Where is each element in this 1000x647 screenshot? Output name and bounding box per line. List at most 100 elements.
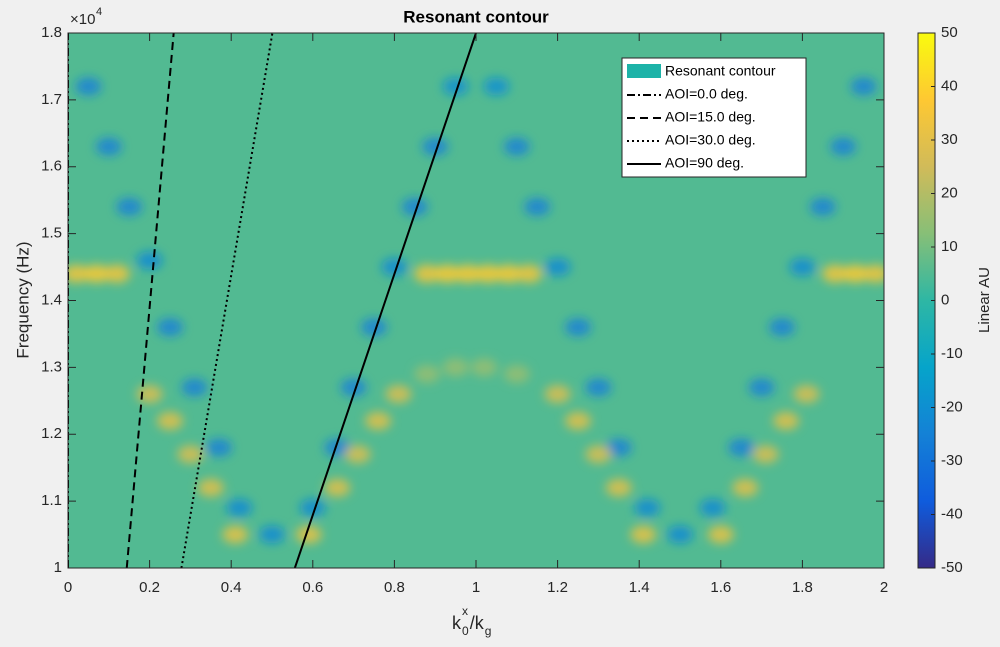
y-tick-label: 1.5 <box>41 225 62 242</box>
heatmap-spot <box>585 445 612 464</box>
heatmap-spot <box>630 525 657 544</box>
heatmap-spot <box>95 137 122 156</box>
heatmap-spot <box>862 264 884 283</box>
heatmap-spot <box>789 258 816 277</box>
heatmap-spot <box>524 197 551 216</box>
heatmap-spot <box>414 365 441 384</box>
y-tick-label: 1.6 <box>41 158 62 175</box>
colorbar-tick-label: 50 <box>941 24 958 41</box>
heatmap-spot <box>222 525 249 544</box>
legend-label: AOI=0.0 deg. <box>665 86 748 102</box>
heatmap-spot <box>585 378 612 397</box>
heatmap-spot <box>299 498 326 517</box>
colorbar-tick-label: 10 <box>941 238 958 255</box>
y-axis-label: Frequency (Hz) <box>13 241 32 358</box>
colorbar-tick-label: -40 <box>941 505 963 522</box>
heatmap-spot <box>226 498 253 517</box>
heatmap-spot <box>842 264 869 283</box>
heatmap-spot <box>401 197 428 216</box>
heatmap-spot <box>634 498 661 517</box>
heatmap-spot <box>809 197 836 216</box>
heatmap-spot <box>773 411 800 430</box>
heatmap-spot <box>503 365 530 384</box>
y-tick-label: 1.2 <box>41 425 62 442</box>
x-tick-label: 1 <box>472 579 480 596</box>
colorbar-label: Linear AU <box>976 267 993 333</box>
heatmap-spot <box>728 438 755 457</box>
x-tick-label: 1.8 <box>792 579 813 596</box>
heatmap-spot <box>793 385 820 404</box>
x-tick-label: 0 <box>64 579 72 596</box>
series-line <box>125 33 175 568</box>
colorbar-tick-label: 40 <box>941 77 958 94</box>
heatmap-spot <box>340 378 367 397</box>
colorbar-tick-label: -50 <box>941 559 963 576</box>
heatmap-spot <box>667 525 693 544</box>
heatmap-spot <box>205 438 232 457</box>
y-multiplier-exponent: 4 <box>96 6 102 18</box>
heatmap-spot <box>503 137 530 156</box>
heatmap-spot <box>850 77 877 96</box>
heatmap-spot <box>414 264 441 283</box>
heatmap-spots <box>68 77 884 544</box>
heatmap-spot <box>385 385 412 404</box>
heatmap-spot <box>442 77 469 96</box>
x-tick-label: 1.4 <box>629 579 650 596</box>
heatmap-spot <box>605 438 632 457</box>
heatmap-spot <box>75 77 102 96</box>
y-tick-label: 1.8 <box>41 24 62 41</box>
heatmap-spot <box>422 137 449 156</box>
heatmap-spot <box>830 137 857 156</box>
x-tick-label: 0.2 <box>139 579 160 596</box>
colorbar-tick-label: -20 <box>941 398 963 415</box>
heatmap-spot <box>324 438 351 457</box>
x-tick-label: 2 <box>880 579 888 596</box>
heatmap-spot <box>475 264 502 283</box>
x-axis-label: /k <box>470 613 485 633</box>
heatmap-spot <box>181 378 208 397</box>
y-tick-label: 1.1 <box>41 492 62 509</box>
legend-swatch <box>627 64 661 78</box>
heatmap-spot <box>495 264 522 283</box>
x-tick-label: 0.8 <box>384 579 405 596</box>
heatmap-spot <box>544 258 571 277</box>
y-tick-label: 1.7 <box>41 91 62 108</box>
heatmap-spot <box>516 264 543 283</box>
y-tick-label: 1.4 <box>41 291 62 308</box>
x-axis-label: k <box>452 613 462 633</box>
heatmap-spot <box>605 478 632 497</box>
heatmap-spot <box>381 258 408 277</box>
x-tick-label: 0.6 <box>302 579 323 596</box>
heatmap-spot <box>699 498 726 517</box>
heatmap-spot <box>177 445 204 464</box>
y-tick-label: 1.3 <box>41 358 62 375</box>
heatmap-spot <box>565 411 591 430</box>
x-tick-label: 0.4 <box>221 579 242 596</box>
heatmap-spot <box>365 411 392 430</box>
series-line <box>180 33 274 568</box>
heatmap-spot <box>732 478 759 497</box>
heatmap-spot <box>68 264 90 283</box>
heatmap-spot <box>822 264 849 283</box>
heatmap-spot <box>442 358 469 377</box>
colorbar-tick-label: 0 <box>941 291 949 308</box>
heatmap-spot <box>483 77 510 96</box>
x-tick-label: 1.2 <box>547 579 568 596</box>
colorbar-tick-label: 30 <box>941 131 958 148</box>
chart-title: Resonant contour <box>403 7 549 26</box>
y-multiplier: ×10 <box>70 11 95 28</box>
colorbar-tick-label: -10 <box>941 345 963 362</box>
heatmap-spot <box>748 378 775 397</box>
heatmap-spot <box>707 525 734 544</box>
series-line <box>293 33 477 568</box>
heatmap-spot <box>361 318 387 337</box>
x-tick-label: 1.6 <box>710 579 731 596</box>
heatmap-spot <box>454 264 481 283</box>
heatmap-spot <box>544 385 571 404</box>
heatmap-spot <box>434 264 461 283</box>
heatmap-spot <box>769 318 795 337</box>
x-axis-label: g <box>485 624 492 638</box>
heatmap-spot <box>324 478 351 497</box>
heatmap-spot <box>197 478 224 497</box>
legend-label: AOI=15.0 deg. <box>665 109 756 125</box>
